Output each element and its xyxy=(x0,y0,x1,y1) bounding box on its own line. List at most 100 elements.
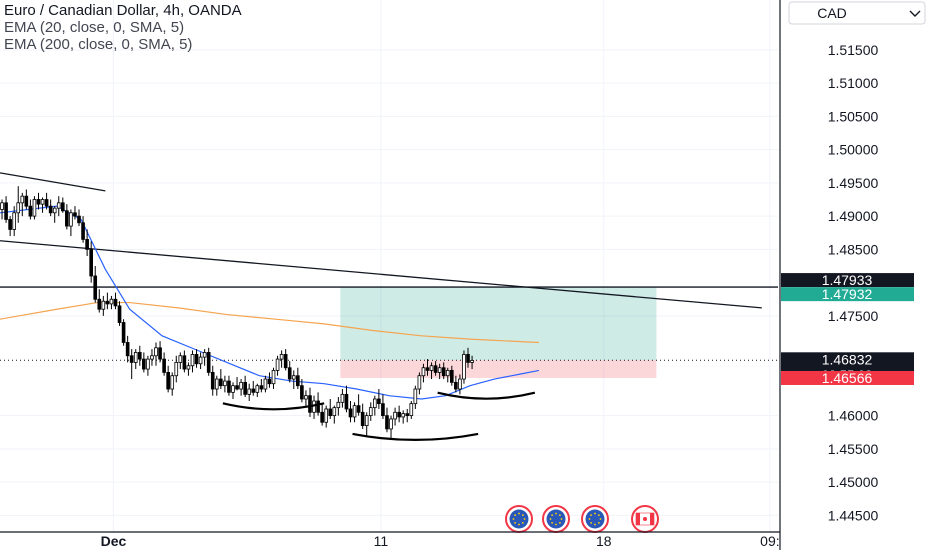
candle-body xyxy=(271,370,276,385)
y-tick-label: 1.49500 xyxy=(828,175,879,191)
pattern-arc xyxy=(222,402,325,411)
candle-body xyxy=(421,367,426,377)
candle-body xyxy=(454,381,458,390)
candle-body xyxy=(279,354,284,360)
eu-flag-icon-fill xyxy=(546,509,566,529)
candle-body xyxy=(352,405,357,418)
candle-body xyxy=(214,378,219,390)
candle-body xyxy=(304,395,308,400)
eu-flag-star xyxy=(512,518,515,520)
candle-body xyxy=(275,358,280,371)
candle-body xyxy=(385,415,389,430)
candle-body xyxy=(16,202,21,214)
eu-flag-icon-fill xyxy=(585,509,605,529)
eu-flag-star xyxy=(588,518,591,520)
candle-body xyxy=(210,371,215,390)
price-label: 1.46832 xyxy=(822,351,873,367)
candle-body xyxy=(458,378,462,390)
candle-body xyxy=(223,380,227,387)
ca-flag-icon-band xyxy=(650,513,654,525)
candle-body xyxy=(393,411,397,420)
candle-body xyxy=(20,195,25,204)
y-axis-ticks: 1.51500 1.51000 1.50500 1.50000 1.49500 1.490… xyxy=(828,42,879,524)
candle-body xyxy=(328,408,333,417)
candle-body xyxy=(121,322,126,343)
eu-flag-star xyxy=(594,512,596,515)
candle-body xyxy=(129,355,134,363)
trendline xyxy=(0,172,106,192)
candle-body xyxy=(243,381,247,395)
currency-label: CAD xyxy=(817,5,847,21)
grid xyxy=(0,0,778,532)
candle-body xyxy=(377,398,381,405)
candle-body xyxy=(69,212,73,227)
candle-body xyxy=(194,354,199,365)
eu-flag-star xyxy=(558,514,561,517)
position-stop-zone xyxy=(340,360,657,378)
ema20-line xyxy=(0,205,540,400)
y-tick-label: 1.48500 xyxy=(828,241,879,257)
eu-flag-star xyxy=(551,521,554,524)
pattern-arc xyxy=(352,432,479,442)
candle-body xyxy=(231,385,235,393)
candle-body xyxy=(44,199,49,207)
candle-body xyxy=(466,354,470,363)
candle-body xyxy=(344,393,349,410)
candle-body xyxy=(336,401,341,409)
candle-body xyxy=(219,378,223,387)
candle-body xyxy=(287,367,292,380)
eu-flag-star xyxy=(597,521,600,524)
position-target-zone xyxy=(340,287,657,361)
eu-flag-icon-fill xyxy=(509,509,529,529)
eu-flag-star xyxy=(514,514,517,517)
candle-body xyxy=(133,352,138,363)
candle-body xyxy=(429,365,434,371)
candle-body xyxy=(182,355,187,370)
price-label-bg xyxy=(781,273,914,288)
eu-flag-star xyxy=(558,521,561,524)
candle-body xyxy=(117,305,122,323)
candle-body xyxy=(255,385,260,393)
candle-body xyxy=(445,370,450,377)
eu-flag-star xyxy=(594,523,596,526)
candle-body xyxy=(48,205,53,214)
price-label: 1.47933 xyxy=(822,272,873,288)
candle-body xyxy=(198,356,203,365)
candle-body xyxy=(109,298,114,305)
legend-ema200: EMA (200, close, 0, SMA, 5) xyxy=(4,36,193,53)
candle-body xyxy=(340,393,345,403)
candle-body xyxy=(239,381,243,390)
chevron-down-icon xyxy=(909,10,921,17)
candle-body xyxy=(267,378,272,385)
candle-body xyxy=(397,411,401,418)
x-axis-ticks: Dec 11 18 09: xyxy=(101,533,780,549)
y-tick-label: 1.50500 xyxy=(828,108,879,124)
y-tick-label: 1.51000 xyxy=(828,75,879,91)
candle-body xyxy=(158,347,162,360)
candle-body xyxy=(52,207,57,214)
candle-body xyxy=(348,408,353,418)
candle-body xyxy=(113,298,118,307)
y-tick-label: 1.45000 xyxy=(828,474,879,490)
candle-body xyxy=(186,365,191,370)
eu-flag-star xyxy=(523,518,526,520)
ca-flag-icon-leaf xyxy=(643,517,647,521)
candle-body xyxy=(36,199,41,205)
eu-flag-star xyxy=(599,518,602,520)
candle-body xyxy=(24,195,29,207)
currency-box xyxy=(788,1,926,25)
y-tick-label: 1.49000 xyxy=(828,208,879,224)
trendline xyxy=(0,240,762,309)
price-label: 1.47932 xyxy=(822,286,873,302)
candle-body xyxy=(0,202,4,210)
candle-body xyxy=(73,212,77,217)
candle-body xyxy=(190,354,195,367)
price-label-bg xyxy=(781,370,914,385)
ca-flag-icon-band xyxy=(636,513,640,525)
eu-flag-star xyxy=(590,521,593,524)
candle-body xyxy=(332,407,337,417)
eu-flag-star xyxy=(597,514,600,517)
candle-body xyxy=(162,358,166,373)
eu-flag-star xyxy=(518,523,520,526)
